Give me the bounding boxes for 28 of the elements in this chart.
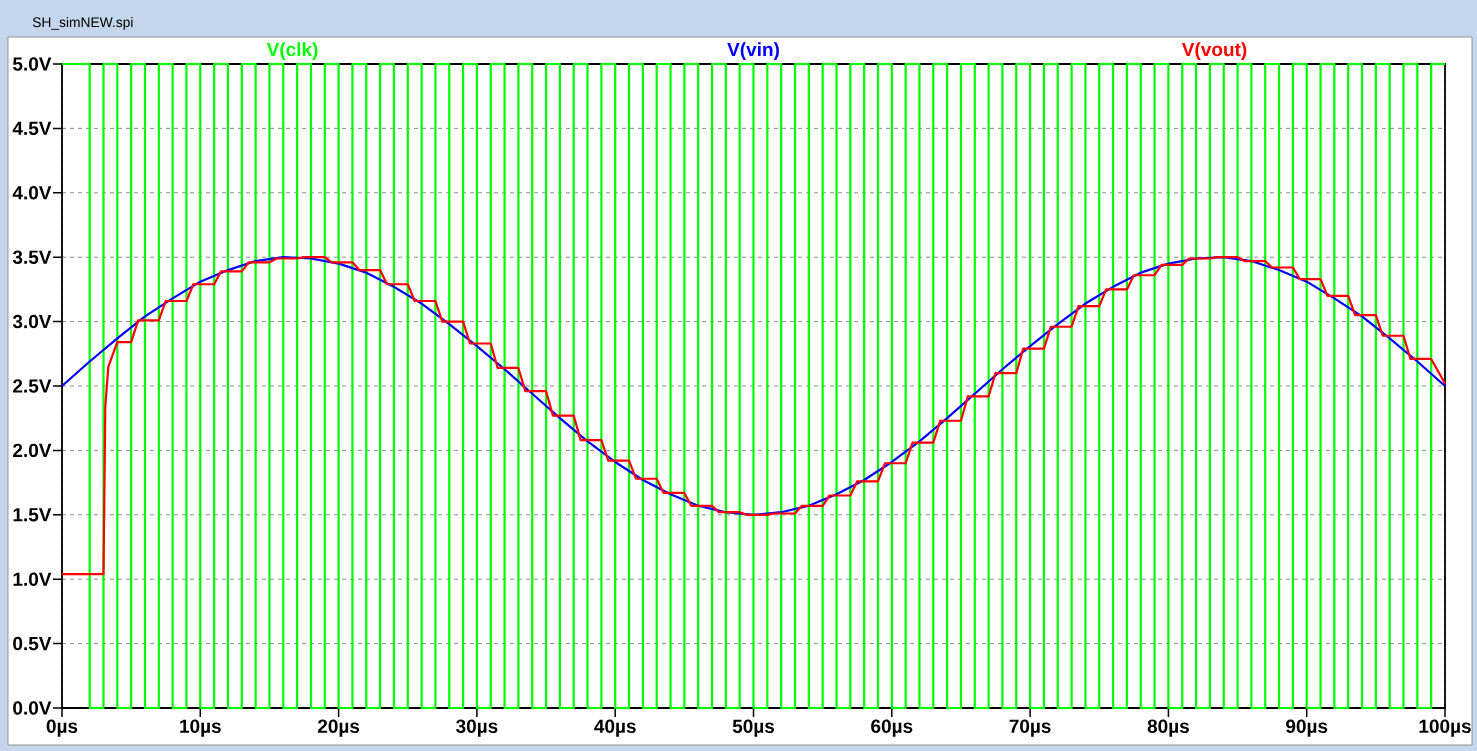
- y-tick-label: 4.5V: [12, 121, 52, 136]
- y-tick-label: 2.5V: [13, 379, 52, 393]
- y-tick-label: 3.5V: [12, 250, 52, 264]
- text: V(vout): [1181, 42, 1247, 60]
- y-tick-label: 4.0V: [12, 186, 52, 200]
- x-tick-label: 10µs: [180, 719, 221, 737]
- x-tick-label: 20µs: [317, 719, 360, 737]
- line-series: [60, 256, 1447, 516]
- x-tick-label: 50µs: [732, 719, 775, 737]
- y-tick-label: 0.0V: [13, 701, 52, 715]
- x-tick-label: 30µs: [456, 719, 498, 737]
- x-tick-label: 100µs: [1419, 719, 1471, 737]
- series-label: V(clk): [266, 42, 318, 60]
- y-tick-label: 0.5V: [13, 636, 52, 651]
- y-tick-label: 2.0V: [13, 443, 52, 458]
- line-series: [60, 256, 1447, 576]
- x-tick-label: 40µs: [594, 719, 636, 737]
- x-tick-label: 70µs: [1009, 719, 1051, 737]
- text: V(vin): [727, 42, 779, 60]
- x-tick-label: 60µs: [871, 719, 913, 737]
- y-tick-label: 1.0V: [13, 572, 52, 586]
- y-tick-label: 3.0V: [12, 314, 52, 329]
- chart-title: SH_simNEW.spi: [32, 16, 133, 30]
- x-tick-label: 0µs: [46, 719, 78, 737]
- y-tick-label: 5.0V: [12, 57, 52, 71]
- y-tick-label: 1.5V: [13, 508, 52, 522]
- x-tick-label: 80µs: [1147, 719, 1189, 737]
- x-tick-label: 90µs: [1286, 719, 1328, 737]
